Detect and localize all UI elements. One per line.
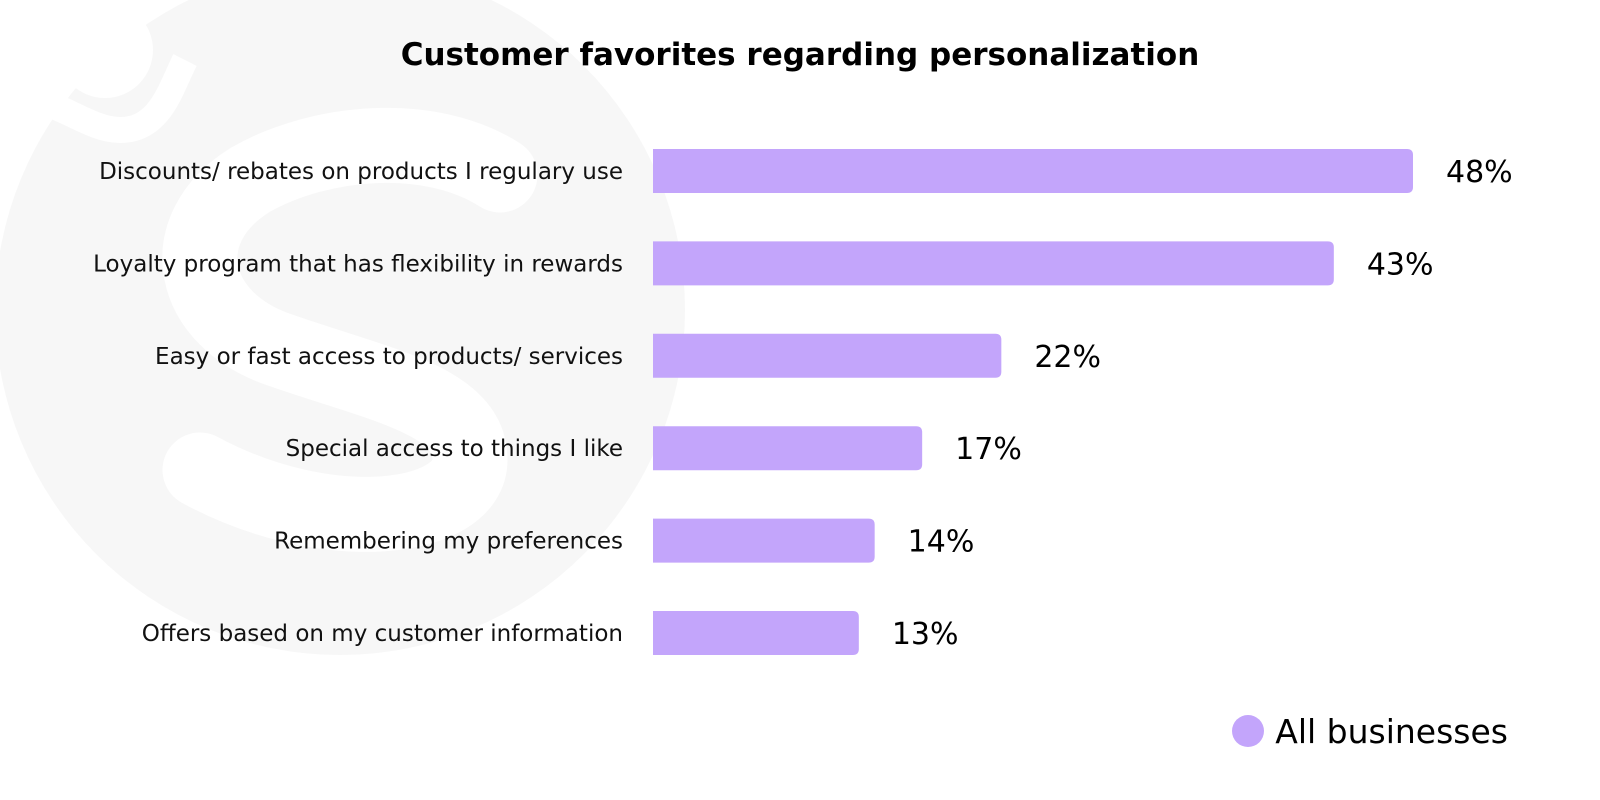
value-label: 22% <box>1034 340 1101 375</box>
category-label: Easy or fast access to products/ service… <box>155 344 623 370</box>
watermark-dot-top <box>57 2 153 98</box>
category-label: Loyalty program that has flexibility in … <box>93 251 623 277</box>
category-label: Special access to things I like <box>286 436 623 462</box>
legend: All businesses <box>1232 712 1508 751</box>
legend-swatch <box>1232 715 1264 747</box>
legend-label: All businesses <box>1275 712 1508 751</box>
bar <box>653 241 1334 286</box>
watermark-notch <box>0 54 197 144</box>
value-label: 13% <box>892 617 959 652</box>
value-label: 17% <box>955 432 1022 467</box>
bar <box>653 149 1413 193</box>
category-label: Discounts/ rebates on products I regular… <box>99 159 623 185</box>
category-label: Remembering my preferences <box>274 529 623 555</box>
bar <box>653 426 923 471</box>
value-label: 48% <box>1446 155 1513 190</box>
watermark-s-shape <box>162 107 538 552</box>
bars-group: Discounts/ rebates on products I regular… <box>93 149 1513 655</box>
bar <box>653 333 1002 378</box>
bar <box>653 611 859 655</box>
bar <box>653 518 875 563</box>
value-label: 43% <box>1367 247 1434 282</box>
chart-title: Customer favorites regarding personaliza… <box>401 37 1200 73</box>
value-label: 14% <box>908 525 975 560</box>
category-label: Offers based on my customer information <box>142 621 623 647</box>
